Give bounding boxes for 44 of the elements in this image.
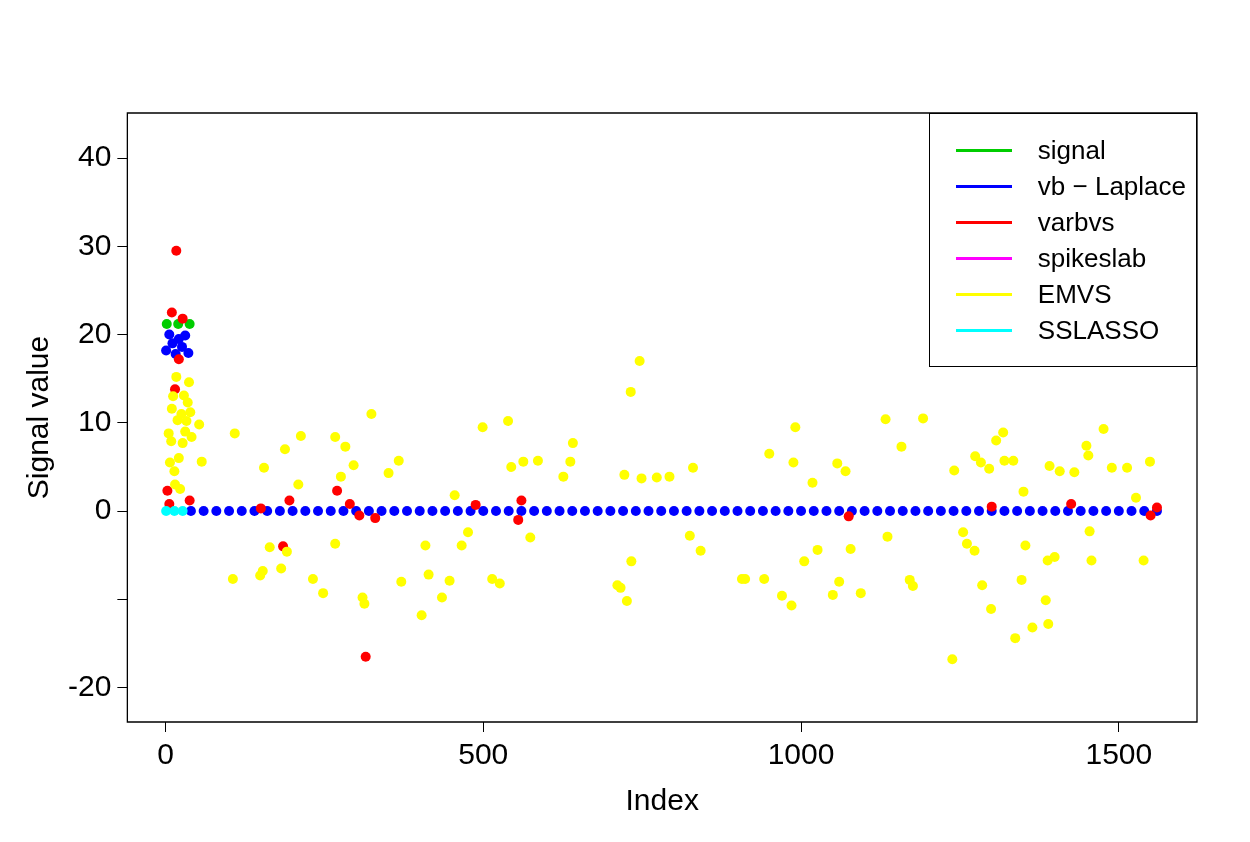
point	[255, 503, 266, 514]
y-tick-label: -20	[68, 668, 112, 702]
point	[360, 651, 371, 662]
point	[516, 495, 527, 506]
point	[1145, 510, 1156, 521]
x-tick-label: 1500	[1085, 737, 1153, 771]
x-tick-label: 500	[458, 737, 509, 771]
point	[161, 506, 172, 517]
point	[171, 245, 182, 256]
y-tick-label: 20	[77, 315, 112, 349]
point	[513, 514, 524, 525]
x-tick-label: 0	[157, 737, 174, 771]
y-tick-label: 0	[94, 492, 112, 526]
point	[344, 499, 355, 509]
point	[370, 513, 381, 524]
point	[354, 510, 365, 521]
point	[166, 307, 177, 318]
legend-label: signal	[1037, 134, 1106, 166]
point	[169, 506, 180, 517]
point	[184, 495, 195, 506]
point	[986, 501, 997, 512]
point	[284, 495, 295, 506]
point	[470, 499, 481, 510]
point	[177, 506, 188, 517]
x-axis-title: Index	[625, 783, 699, 817]
legend-label: EMVS	[1037, 278, 1112, 310]
point	[173, 354, 184, 365]
legend-label: vb − Laplace	[1037, 170, 1186, 202]
y-axis-title: Signal value	[21, 335, 55, 500]
point	[843, 511, 854, 522]
point	[161, 318, 172, 329]
y-tick-label: 40	[77, 139, 112, 173]
point	[177, 313, 188, 324]
y-tick-label: 10	[77, 404, 112, 438]
point	[184, 318, 195, 329]
point	[1066, 499, 1077, 509]
y-tick-label: 30	[77, 227, 112, 261]
point	[332, 485, 343, 496]
point	[162, 485, 173, 496]
legend-label: spikeslab	[1037, 242, 1147, 274]
x-tick-label: 1000	[767, 737, 835, 771]
point	[1151, 502, 1162, 513]
legend-label: SSLASSO	[1037, 314, 1160, 346]
legend-label: varbvs	[1037, 206, 1115, 238]
